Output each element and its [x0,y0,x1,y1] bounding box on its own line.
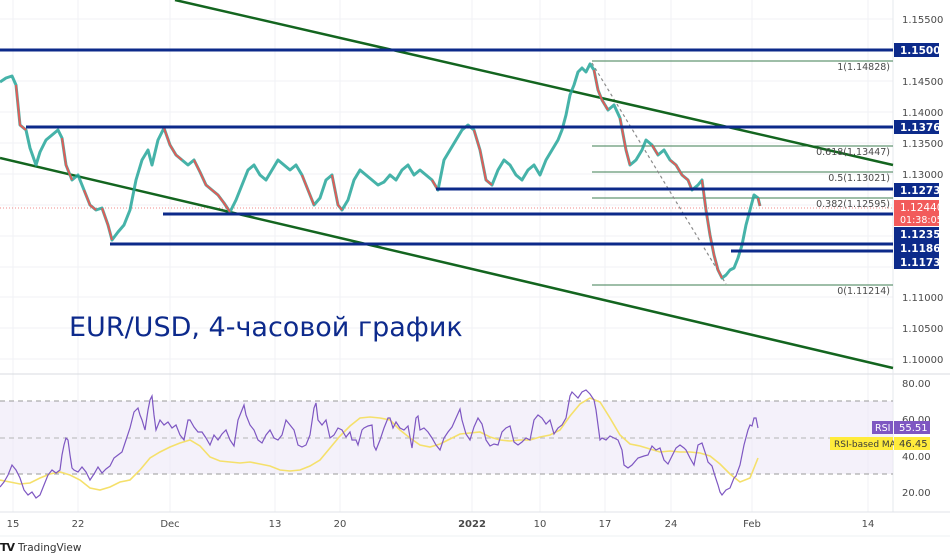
rsi-tick-20: 20.00 [902,488,931,499]
tradingview-brand-name: TradingView [18,541,82,554]
price-tick: 1.13000 [902,170,943,181]
current-price-tag: 1.12440 01:38:05 [894,200,943,226]
price-tag-1-11737: 1.11737 [894,255,948,269]
price-tag-1-11861: 1.11861 [894,241,948,255]
price-tick: 1.13500 [902,139,943,150]
svg-text:1.15000: 1.15000 [900,45,948,57]
time-axis[interactable]: 15 22 Dec 13 20 2022 10 17 24 Feb 14 [7,519,875,530]
svg-text:RSI: RSI [875,423,890,434]
time-tick: 14 [862,519,875,530]
tradingview-logo-icon: TV [0,541,15,554]
price-tick: 1.14000 [902,108,943,119]
fib-label-0: 0(1.11214) [837,286,890,297]
time-tick-year: 2022 [458,519,486,530]
fib-label-05: 0.5(1.13021) [828,173,890,184]
svg-text:1.11737: 1.11737 [900,257,948,269]
tradingview-watermark[interactable]: TV TradingView [0,540,81,555]
rsi-pane[interactable]: 80.00 60.00 40.00 20.00 RSI 55.51 RSI-ba… [0,379,931,499]
rsi-line [0,389,759,499]
time-tick: Dec [160,519,179,530]
rsi-tick-40: 40.00 [902,452,931,463]
svg-text:1.13767: 1.13767 [900,122,948,134]
price-tick: 1.15500 [902,15,943,26]
rsi-ma-legend-tag: RSI-based MA 46.45 [830,437,930,450]
time-tick: 13 [269,519,282,530]
upper-trendline[interactable] [174,0,894,167]
price-tag-1-13767: 1.13767 [894,120,948,134]
fib-label-1: 1(1.14828) [837,62,890,73]
time-tick: 24 [665,519,678,530]
price-tick: 1.11000 [902,293,943,304]
price-axis[interactable]: 1.15500 1.14500 1.14000 1.13500 1.13000 … [902,15,943,366]
rsi-tick-60: 60.00 [902,415,931,426]
price-tick: 1.14500 [902,77,943,88]
rsi-legend-tag: RSI 55.51 [872,421,930,434]
price-tick: 1.10000 [902,355,943,366]
lower-trendline[interactable] [0,156,894,370]
svg-text:01:38:05: 01:38:05 [900,215,943,226]
svg-text:46.45: 46.45 [899,439,928,450]
svg-text:1.12440: 1.12440 [900,202,943,214]
svg-text:55.51: 55.51 [899,423,928,434]
price-tag-1-12350: 1.12350 [894,227,948,241]
rsi-tick-80: 80.00 [902,379,931,390]
fib-label-0382: 0.382(1.12595) [816,199,890,210]
rsi-ma-line [0,397,759,491]
price-tick: 1.10500 [902,324,943,335]
price-tag-1-12737: 1.12737 [894,183,948,197]
time-tick: 17 [599,519,612,530]
grid-horizontal [0,18,893,360]
time-tick: 15 [7,519,20,530]
svg-text:1.12350: 1.12350 [900,229,948,241]
time-tick: 10 [534,519,547,530]
support-resistance-levels[interactable] [0,48,893,253]
time-tick: Feb [743,519,761,530]
fib-label-0618: 0.618(1.13447) [816,147,890,158]
time-tick: 20 [334,519,347,530]
chart-title: EUR/USD, 4-часовой график [69,312,463,343]
svg-text:1.12737: 1.12737 [900,185,948,197]
svg-text:1.11861: 1.11861 [900,243,948,255]
svg-text:RSI-based MA: RSI-based MA [834,440,897,450]
price-tag-1-15000: 1.15000 [894,43,948,57]
time-tick: 22 [72,519,85,530]
